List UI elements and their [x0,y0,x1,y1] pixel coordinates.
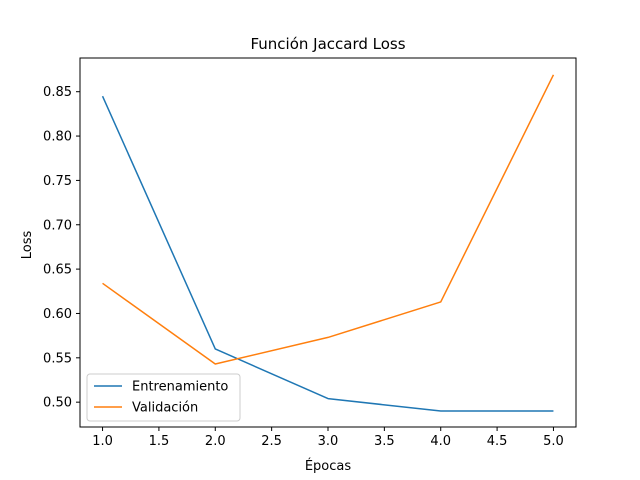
y-tick-label: 0.60 [43,307,72,322]
x-tick-label: 3.0 [318,434,339,449]
y-tick-label: 0.75 [43,174,72,189]
x-axis-title: Épocas [305,458,352,474]
y-tick-label: 0.70 [43,218,72,233]
x-tick-label: 4.0 [430,434,451,449]
x-tick-label: 3.5 [374,434,395,449]
y-tick-label: 0.55 [43,351,72,366]
y-axis-title: Loss [20,231,35,260]
chart-title: Función Jaccard Loss [250,35,405,53]
y-tick-label: 0.65 [43,263,72,278]
series-line-1 [102,74,555,365]
x-tick-label: 2.5 [261,434,282,449]
y-tick-label: 0.85 [43,85,72,100]
x-tick-label: 1.0 [92,434,113,449]
y-tick-label: 0.50 [43,396,72,411]
legend-box [86,373,241,422]
legend-label-0: Entrenamiento [132,380,228,395]
x-tick-label: 1.5 [149,434,170,449]
x-tick-label: 5.0 [543,434,564,449]
x-tick-label: 2.0 [205,434,226,449]
plot-area: 1.0 1.5 2.0 2.5 3.0 3.5 4.0 4.5 5.0 0.50 0.55 0.60 0… [43,57,577,449]
x-tick-label: 4.5 [487,434,508,449]
legend-label-1: Validación [132,401,198,416]
y-tick-label: 0.80 [43,130,72,145]
plot-frame [79,57,577,428]
series-line-0 [101,95,554,412]
